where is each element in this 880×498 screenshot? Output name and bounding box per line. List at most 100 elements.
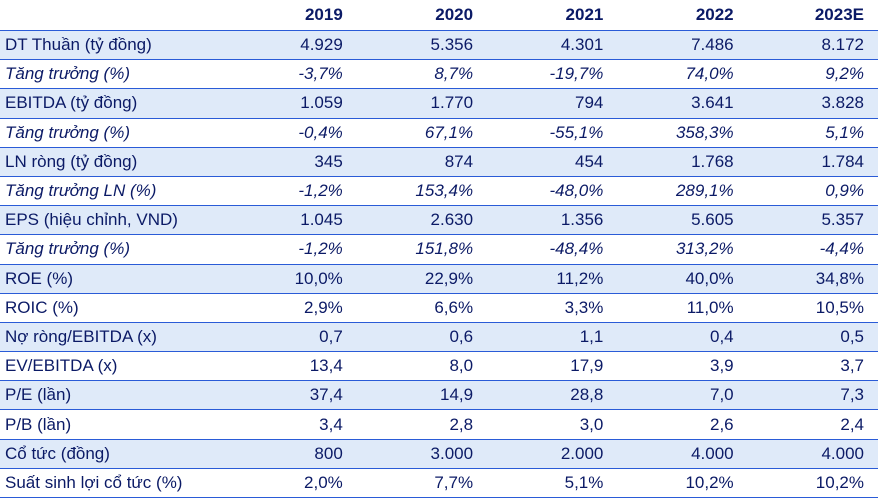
header-label xyxy=(0,0,227,31)
cell-value: 0,9% xyxy=(747,175,878,206)
cell-value: 1.784 xyxy=(747,146,878,177)
cell-value: 3.641 xyxy=(617,88,748,119)
cell-value: 345 xyxy=(226,146,357,177)
table-row: Tăng trưởng LN (%) -1,2% 153,4% -48,0% 289,1… xyxy=(0,175,878,206)
cell-value: 5.356 xyxy=(356,29,488,60)
cell-value: 313,2% xyxy=(617,234,748,264)
cell-value: 28,8 xyxy=(487,380,618,410)
year-header: 2021 xyxy=(565,5,604,24)
table-row: EBITDA (tỷ đồng) 1.059 1.770 794 3.641 3.828 xyxy=(0,88,878,119)
row-label: Tăng trưởng (%) xyxy=(0,117,227,148)
table-row: P/E (lần) 37,4 14,9 28,8 7,0 7,3 xyxy=(0,380,878,410)
cell-value: 10,2% xyxy=(617,467,748,498)
table-row: Suất sinh lợi cổ tức (%) 2,0% 7,7% 5,1% 10,2… xyxy=(0,467,878,498)
cell-value: 5.605 xyxy=(617,205,748,235)
table-row: Tăng trưởng (%) -0,4% 67,1% -55,1% 358,3% 5,1… xyxy=(0,117,878,148)
cell-value: 7,3 xyxy=(747,380,878,410)
cell-value: 0,5 xyxy=(747,321,878,352)
cell-value: 794 xyxy=(487,88,618,119)
cell-value: 0,7 xyxy=(226,321,357,352)
cell-value: 3,7 xyxy=(747,351,878,381)
cell-value: 4.929 xyxy=(226,29,357,60)
cell-value: 37,4 xyxy=(226,380,357,410)
row-label: P/B (lần) xyxy=(0,409,227,440)
cell-value: 1,1 xyxy=(487,321,618,352)
cell-value: 40,0% xyxy=(617,263,748,294)
table-row: Nợ ròng/EBITDA (x) 0,7 0,6 1,1 0,4 0,5 xyxy=(0,321,878,352)
year-header: 2020 xyxy=(435,5,474,24)
table-row: Tăng trưởng (%) -3,7% 8,7% -19,7% 74,0% 9,2% xyxy=(0,59,878,89)
cell-value: 4.000 xyxy=(617,438,748,469)
cell-value: 454 xyxy=(487,146,618,177)
cell-value: 4.000 xyxy=(747,438,878,469)
cell-value: 13,4 xyxy=(226,351,357,381)
cell-value: 2.000 xyxy=(487,438,618,469)
cell-value: 22,9% xyxy=(356,263,488,294)
cell-value: 14,9 xyxy=(356,380,488,410)
cell-value: 3,9 xyxy=(617,351,748,381)
cell-value: -0,4% xyxy=(226,117,357,148)
cell-value: 1.768 xyxy=(617,146,748,177)
table-row: EPS (hiệu chỉnh, VND) 1.045 2.630 1.356 5.60… xyxy=(0,205,878,235)
cell-value: 8,7% xyxy=(356,59,488,89)
cell-value: 0,6 xyxy=(356,321,488,352)
cell-value: 7,0 xyxy=(617,380,748,410)
cell-value: 153,4% xyxy=(356,175,488,206)
row-label: Suất sinh lợi cổ tức (%) xyxy=(0,467,227,498)
cell-value: 9,2% xyxy=(747,59,878,89)
cell-value: 800 xyxy=(226,438,357,469)
row-label: EBITDA (tỷ đồng) xyxy=(0,88,227,119)
cell-value: 7,7% xyxy=(356,467,488,498)
cell-value: 5,1% xyxy=(487,467,618,498)
row-label: Cổ tức (đồng) xyxy=(0,438,227,469)
cell-value: 0,4 xyxy=(617,321,748,352)
header-row: 2019 2020 2021 2022 2023E xyxy=(0,0,878,31)
cell-value: -3,7% xyxy=(226,59,357,89)
cell-value: 3,4 xyxy=(226,409,357,440)
cell-value: 6,6% xyxy=(356,292,488,323)
row-label: Nợ ròng/EBITDA (x) xyxy=(0,321,227,352)
cell-value: -48,0% xyxy=(487,175,618,206)
cell-value: 1.045 xyxy=(226,205,357,235)
cell-value: 2,9% xyxy=(226,292,357,323)
cell-value: -1,2% xyxy=(226,175,357,206)
cell-value: 2,6 xyxy=(617,409,748,440)
table-row: Tăng trưởng (%) -1,2% 151,8% -48,4% 313,2% -4… xyxy=(0,234,878,264)
table-row: EV/EBITDA (x) 13,4 8,0 17,9 3,9 3,7 xyxy=(0,351,878,381)
cell-value: 8,0 xyxy=(356,351,488,381)
table-row: DT Thuần (tỷ đồng) 4.929 5.356 4.301 7.486 8.… xyxy=(0,29,878,60)
cell-value: 3,3% xyxy=(487,292,618,323)
cell-value: 74,0% xyxy=(617,59,748,89)
cell-value: 5,1% xyxy=(747,117,878,148)
cell-value: 17,9 xyxy=(487,351,618,381)
row-label: ROIC (%) xyxy=(0,292,227,323)
cell-value: 8.172 xyxy=(747,29,878,60)
cell-value: 10,2% xyxy=(747,467,878,498)
cell-value: -4,4% xyxy=(747,234,878,264)
cell-value: 34,8% xyxy=(747,263,878,294)
table-row: ROIC (%) 2,9% 6,6% 3,3% 11,0% 10,5% xyxy=(0,292,878,323)
cell-value: 1.356 xyxy=(487,205,618,235)
cell-value: 151,8% xyxy=(356,234,488,264)
row-label: DT Thuần (tỷ đồng) xyxy=(0,29,227,60)
table-body: DT Thuần (tỷ đồng) 4.929 5.356 4.301 7.486 8.… xyxy=(0,29,878,498)
table-row: ROE (%) 10,0% 22,9% 11,2% 40,0% 34,8% xyxy=(0,263,878,294)
cell-value: 3.000 xyxy=(356,438,488,469)
cell-value: 2,8 xyxy=(356,409,488,440)
year-header: 2023E xyxy=(814,5,864,24)
cell-value: 67,1% xyxy=(356,117,488,148)
cell-value: 4.301 xyxy=(487,29,618,60)
cell-value: -1,2% xyxy=(226,234,357,264)
cell-value: 1.059 xyxy=(226,88,357,119)
row-label: Tăng trưởng (%) xyxy=(0,234,227,264)
cell-value: 874 xyxy=(356,146,488,177)
cell-value: 5.357 xyxy=(747,205,878,235)
row-label: P/E (lần) xyxy=(0,380,227,410)
cell-value: 11,0% xyxy=(617,292,748,323)
cell-value: -55,1% xyxy=(487,117,618,148)
cell-value: 11,2% xyxy=(487,263,618,294)
cell-value: -19,7% xyxy=(487,59,618,89)
cell-value: 2,4 xyxy=(747,409,878,440)
cell-value: 289,1% xyxy=(617,175,748,206)
